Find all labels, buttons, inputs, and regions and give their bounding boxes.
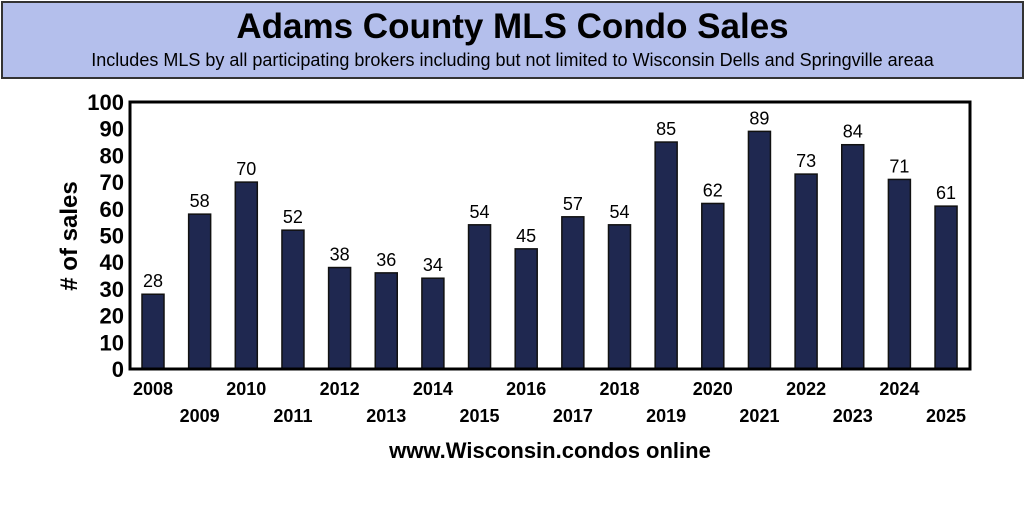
x-tick-label: 2008 [133, 379, 173, 399]
x-tick-label: 2022 [786, 379, 826, 399]
bar-2020 [701, 202, 725, 370]
y-tick-label: 0 [112, 357, 124, 382]
x-tick-label: 2013 [366, 406, 406, 426]
bar-2021 [747, 130, 772, 370]
data-label: 54 [470, 202, 490, 222]
x-tick-label: 2018 [599, 379, 639, 399]
data-label: 70 [236, 159, 256, 179]
x-tick-label: 2025 [926, 406, 966, 426]
y-axis-label: # of sales [56, 181, 83, 290]
bar-2011 [281, 229, 305, 370]
bar-2017 [561, 216, 585, 370]
bar-2025 [934, 205, 958, 370]
x-tick-label: 2009 [180, 406, 220, 426]
data-label: 85 [656, 119, 676, 139]
y-tick-label: 60 [100, 197, 124, 222]
data-label: 36 [376, 250, 396, 270]
x-tick-label: 2023 [833, 406, 873, 426]
x-tick-label: 2011 [273, 406, 312, 426]
x-axis-label: www.Wisconsin.condos online [388, 438, 711, 463]
y-tick-label: 30 [100, 277, 124, 302]
x-tick-label: 2024 [879, 379, 919, 399]
data-label: 52 [283, 207, 303, 227]
bar-2008 [141, 293, 165, 370]
title-banner: Adams County MLS Condo Sales Includes ML… [1, 1, 1024, 79]
y-tick-label: 10 [100, 330, 124, 355]
y-tick-label: 90 [100, 117, 124, 142]
bar-2024 [887, 178, 912, 370]
data-label: 28 [143, 271, 163, 291]
data-label: 34 [423, 255, 443, 275]
data-label: 89 [749, 108, 769, 128]
data-label: 62 [703, 180, 723, 200]
data-label: 84 [843, 122, 863, 142]
bar-2010 [234, 181, 259, 370]
chart-title: Adams County MLS Condo Sales [236, 7, 789, 46]
x-tick-label: 2017 [553, 406, 593, 426]
data-label: 38 [330, 245, 350, 265]
data-label: 54 [609, 202, 629, 222]
x-tick-label: 2012 [320, 379, 360, 399]
bar-2022 [794, 173, 818, 370]
bar-2012 [327, 266, 352, 370]
bar-2009 [187, 213, 212, 370]
x-tick-label: 2010 [226, 379, 266, 399]
data-label: 58 [190, 191, 210, 211]
data-label: 61 [936, 183, 956, 203]
data-label: 73 [796, 151, 816, 171]
y-tick-label: 20 [100, 304, 124, 329]
bar-2015 [467, 224, 492, 370]
x-tick-label: 2020 [693, 379, 733, 399]
chart-subtitle: Includes MLS by all participating broker… [91, 50, 934, 70]
x-tick-label: 2021 [739, 406, 779, 426]
data-label: 71 [889, 156, 909, 176]
x-tick-label: 2015 [460, 406, 500, 426]
plot-frame [128, 100, 972, 371]
x-tick-label: 2016 [506, 379, 546, 399]
bar-2016 [514, 248, 538, 370]
x-tick-label: 2014 [413, 379, 453, 399]
bar-2019 [654, 141, 678, 370]
y-tick-label: 100 [87, 90, 124, 115]
data-label: 45 [516, 226, 536, 246]
y-tick-label: 80 [100, 143, 124, 168]
bar-2023 [841, 143, 865, 370]
bar-2014 [421, 277, 445, 370]
x-tick-label: 2019 [646, 406, 686, 426]
bar-2013 [374, 272, 398, 370]
y-tick-label: 70 [100, 170, 124, 195]
bar-2018 [607, 224, 632, 370]
y-tick-label: 50 [100, 224, 124, 249]
data-label: 57 [563, 194, 583, 214]
y-tick-label: 40 [100, 250, 124, 275]
